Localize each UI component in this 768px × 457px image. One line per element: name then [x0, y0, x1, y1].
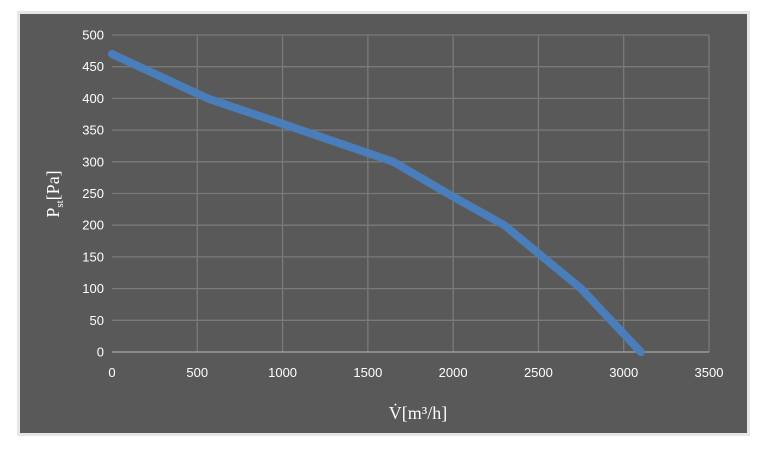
x-tick-label-2500: 2500	[524, 365, 553, 380]
y-tick-label-50: 50	[90, 313, 104, 328]
y-tick-label-150: 150	[82, 249, 104, 264]
series-line-0	[108, 50, 645, 356]
y-tick-label-100: 100	[82, 281, 104, 296]
series-point-0-3	[389, 157, 398, 166]
series-point-0-0	[108, 50, 116, 59]
x-tick-label-3500: 3500	[695, 365, 724, 380]
x-tick-label-2000: 2000	[439, 365, 468, 380]
chart-area: 0 50 100 150 200 250 300 350 400 450 500 0 500 1000 15…	[20, 14, 747, 433]
series-point-0-7	[636, 348, 645, 356]
y-tick-label-500: 500	[82, 28, 104, 43]
y-axis-title: Pst[Pa]	[43, 170, 66, 217]
y-tick-label-0: 0	[97, 345, 104, 360]
x-axis-title: V̇[m³/h]	[389, 402, 447, 423]
series-point-0-1	[203, 94, 212, 103]
series-point-0-5	[500, 221, 509, 230]
y-tick-label-250: 250	[82, 186, 104, 201]
x-tick-label-3000: 3000	[609, 365, 638, 380]
x-tick-label-1000: 1000	[268, 365, 297, 380]
y-tick-label-400: 400	[82, 91, 104, 106]
series-point-0-4	[449, 192, 458, 201]
y-tick-label-300: 300	[82, 154, 104, 169]
y-axis-title-main: P	[43, 208, 63, 218]
y-tick-label-350: 350	[82, 123, 104, 138]
tick-labels: 0 50 100 150 200 250 300 350 400 450 500 0 500 1000 15…	[82, 28, 723, 381]
y-axis-title-unit: [Pa]	[43, 170, 63, 200]
x-tick-label-0: 0	[108, 365, 115, 380]
series-point-0-2	[278, 119, 287, 128]
series-layer	[108, 50, 645, 356]
x-tick-label-500: 500	[186, 365, 208, 380]
y-tick-label-450: 450	[82, 59, 104, 74]
pressure-flow-chart: 0 50 100 150 200 250 300 350 400 450 500 0 500 1000 15…	[43, 28, 723, 424]
y-tick-label-200: 200	[82, 218, 104, 233]
series-point-0-6	[577, 284, 586, 293]
x-tick-label-1500: 1500	[353, 365, 382, 380]
y-axis-title-subscript: st	[54, 200, 66, 207]
chart-frame: 0 50 100 150 200 250 300 350 400 450 500 0 500 1000 15…	[17, 11, 750, 436]
grid-lines	[112, 34, 710, 352]
